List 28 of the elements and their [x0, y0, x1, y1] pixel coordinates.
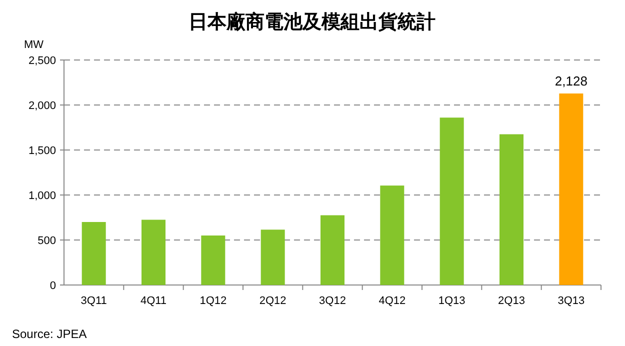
y-tick-label: 500 — [38, 235, 56, 247]
y-tick-label: 1,000 — [28, 190, 56, 202]
bar — [380, 186, 404, 285]
x-tick-label: 4Q12 — [378, 295, 406, 307]
chart-title: 日本廠商電池及模組出貨統計 — [188, 11, 436, 33]
x-tick-label: 1Q13 — [438, 295, 466, 307]
data-label: 2,128 — [554, 73, 588, 88]
bar — [440, 118, 464, 285]
y-tick-label: 2,000 — [28, 100, 56, 112]
bar — [201, 236, 226, 285]
x-tick-label: 4Q11 — [140, 295, 167, 307]
bar — [320, 215, 344, 285]
y-axis-title: MW — [24, 39, 44, 51]
x-tick-label: 3Q11 — [80, 295, 107, 307]
x-tick-label: 3Q13 — [558, 295, 585, 307]
bar — [260, 230, 285, 285]
source-note: Source: JPEA — [12, 327, 87, 341]
y-tick-label: 1,500 — [28, 145, 56, 157]
y-tick-label: 0 — [50, 280, 56, 292]
y-tick-label: 2,500 — [28, 55, 56, 67]
x-tick-label: 2Q13 — [498, 295, 525, 307]
bar — [559, 93, 584, 285]
bar — [142, 220, 166, 285]
x-tick-label: 1Q12 — [200, 295, 227, 307]
x-tick-label: 2Q12 — [259, 295, 286, 307]
bar — [500, 134, 524, 285]
x-tick-label: 3Q12 — [319, 295, 346, 307]
bar — [82, 222, 106, 285]
